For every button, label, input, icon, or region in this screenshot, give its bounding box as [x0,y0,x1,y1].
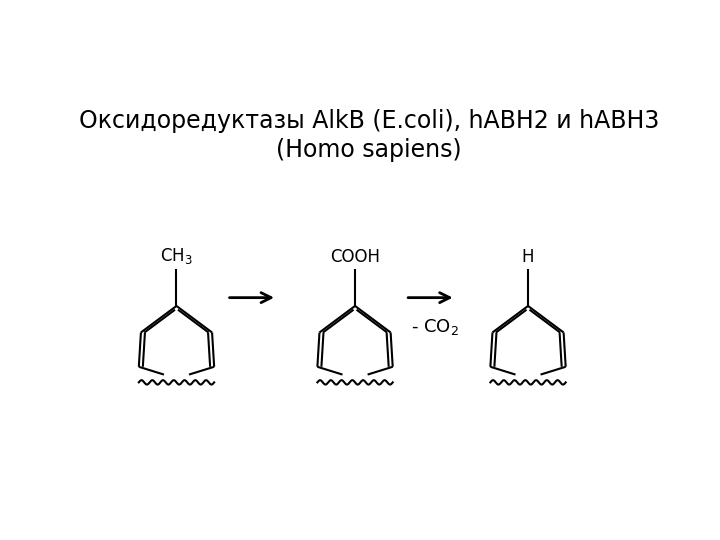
Text: CH$_3$: CH$_3$ [160,246,193,266]
Text: - CO$_2$: - CO$_2$ [411,317,459,337]
Text: Оксидоредуктазы AlkB (E.coli), hABH2 и hABH3: Оксидоредуктазы AlkB (E.coli), hABH2 и h… [78,109,660,133]
Text: H: H [522,248,534,266]
Text: (Homo sapiens): (Homo sapiens) [276,138,462,162]
Text: COOH: COOH [330,248,380,266]
